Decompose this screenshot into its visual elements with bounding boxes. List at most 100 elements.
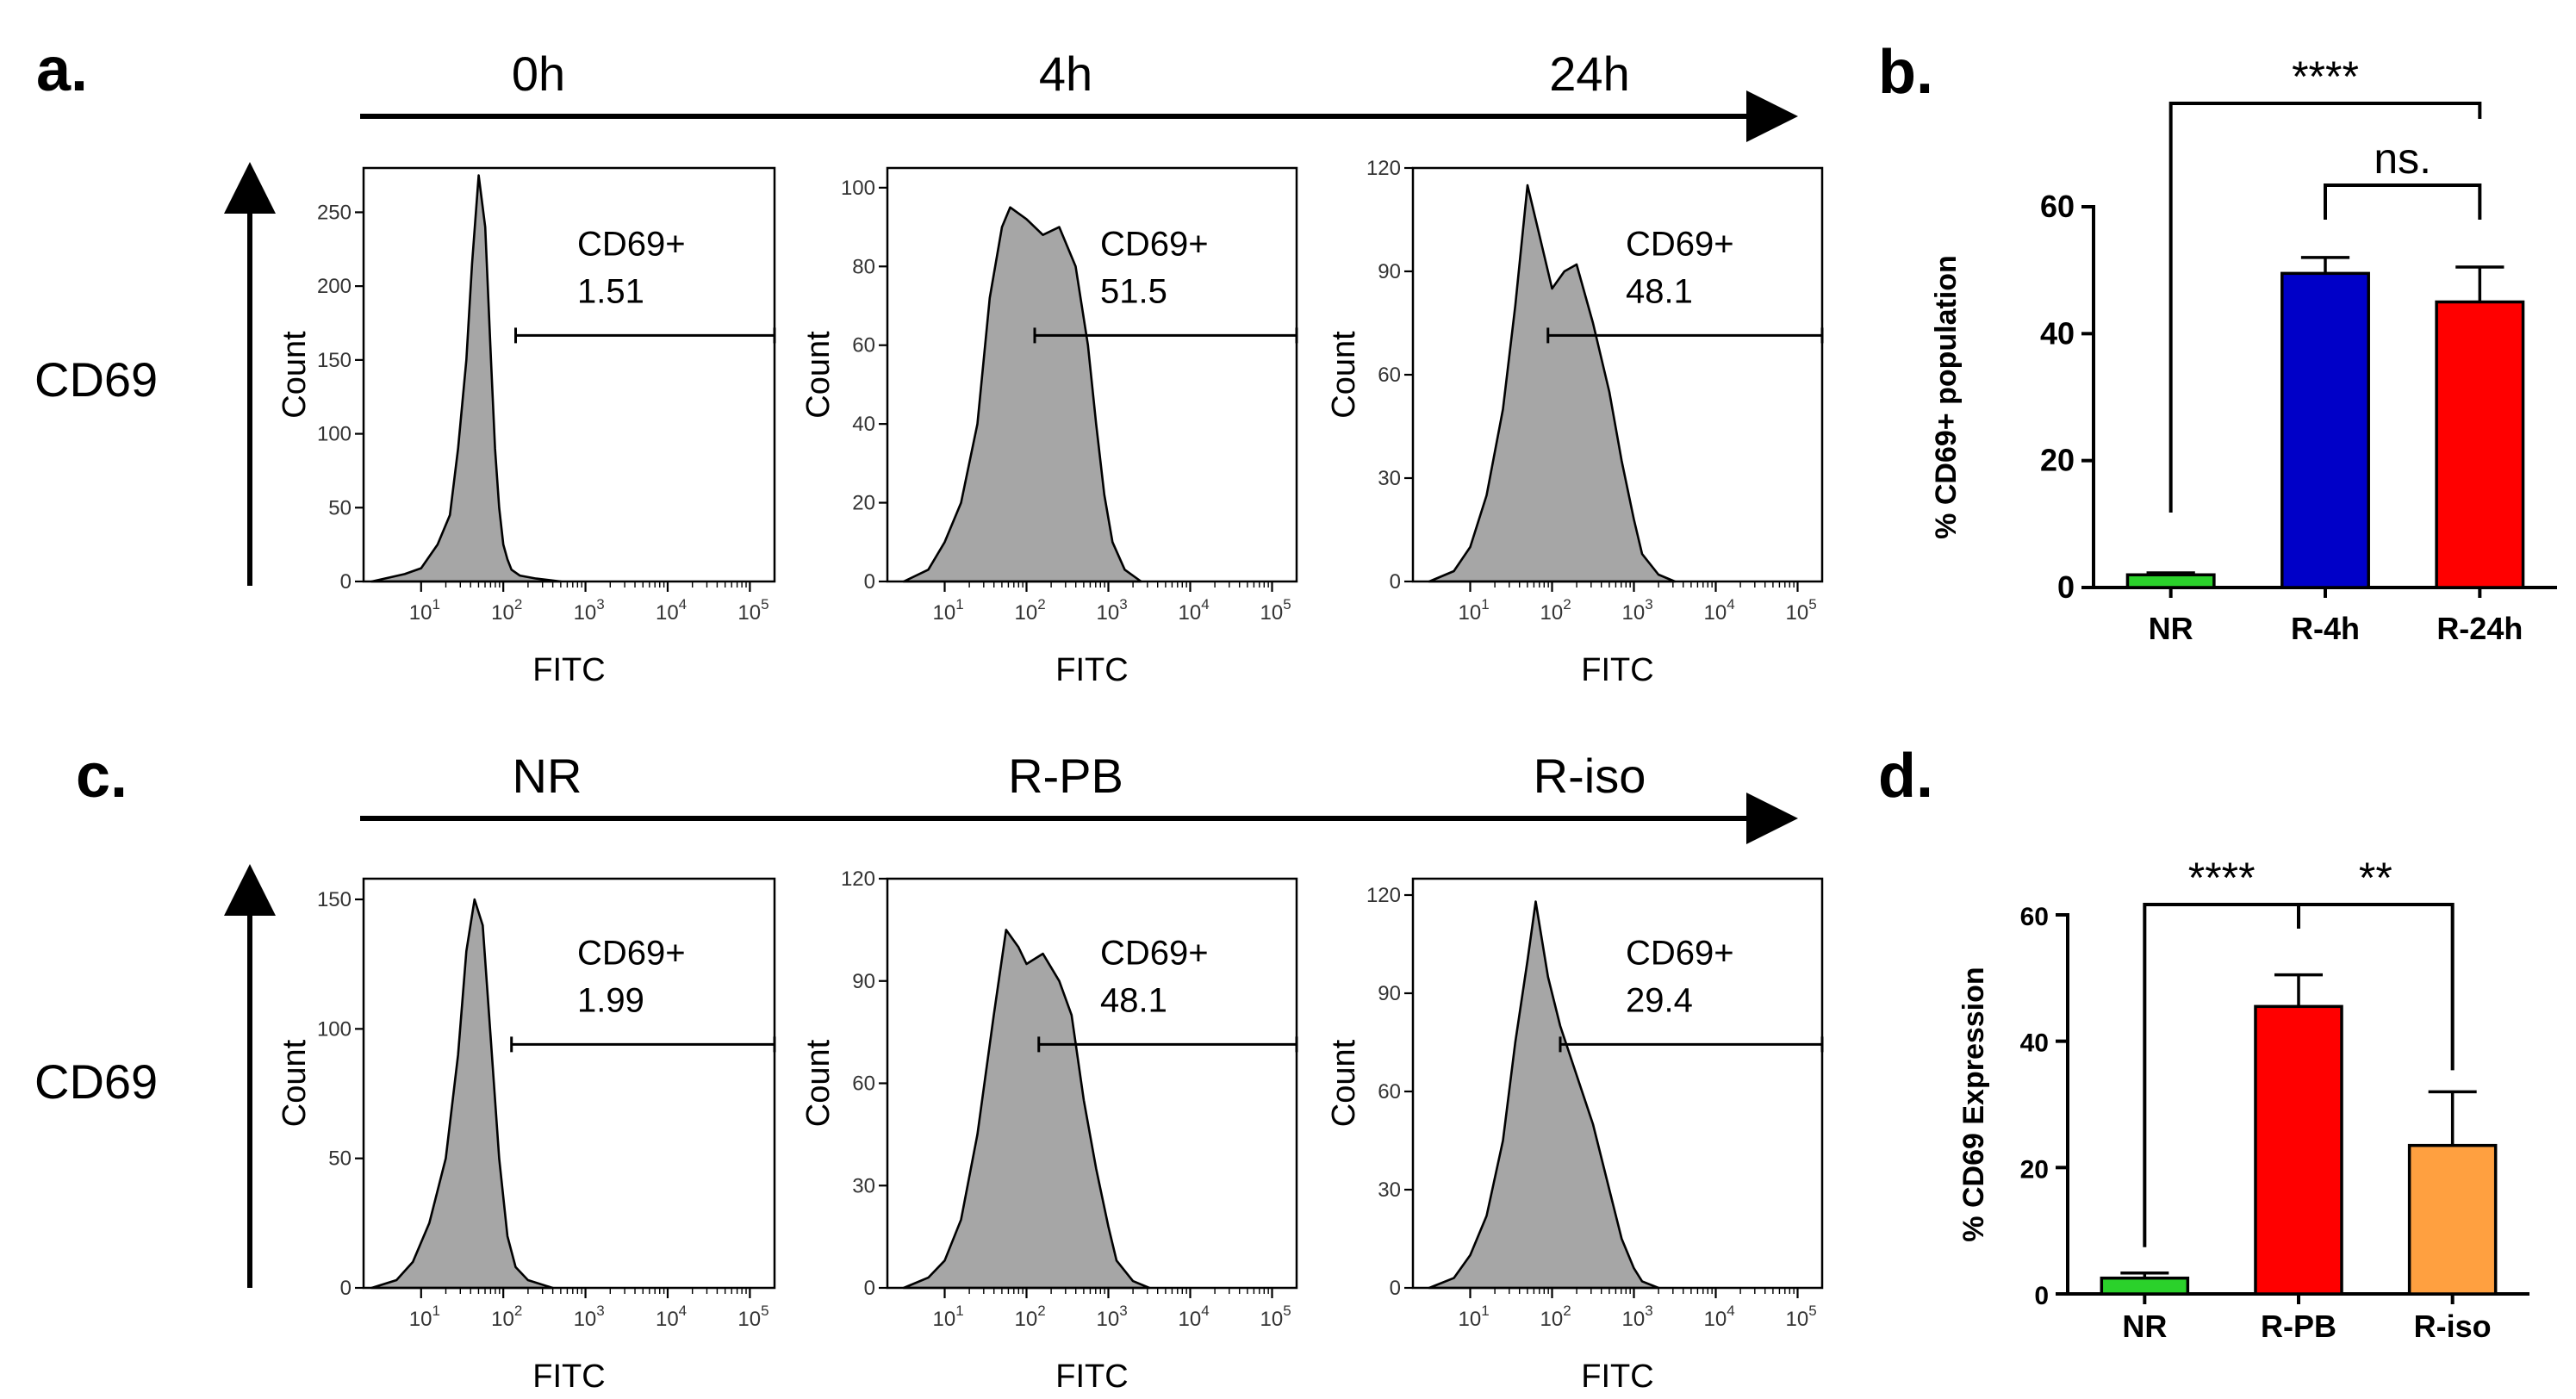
x-tick-exponent: 4	[679, 1303, 687, 1319]
x-tick-label: 103	[574, 596, 605, 625]
x-tick-exponent: 1	[432, 1303, 439, 1319]
y-tick-label: 0	[2034, 1282, 2049, 1310]
x-tick-label: 101	[1459, 596, 1490, 625]
y-axis-label: Count	[800, 331, 837, 419]
x-tick-label: 102	[1015, 596, 1046, 625]
y-tick-label: 40	[2040, 315, 2075, 351]
x-tick-label: 102	[491, 596, 522, 625]
y-tick-label: 90	[1378, 982, 1401, 1005]
plot-frame	[362, 166, 776, 583]
histogram-plot: 0 50 100 150 200 250 101 102 103 104 105 FITC Count C…	[277, 166, 776, 688]
timepoint-label: 0h	[512, 47, 565, 101]
plot-frame	[886, 166, 1298, 583]
panel-letter: b.	[1878, 38, 1933, 107]
significance-bracket	[2168, 102, 2482, 513]
marker-label: CD69	[34, 1054, 158, 1109]
plot-frame	[362, 877, 776, 1290]
bar	[2280, 271, 2370, 589]
x-tick-exponent: 5	[1808, 596, 1816, 612]
y-axis-label: Count	[1326, 331, 1362, 419]
x-tick-exponent: 3	[1119, 1303, 1127, 1319]
y-tick-label: 40	[2020, 1029, 2049, 1058]
gate-label: CD69+	[577, 934, 686, 972]
histogram-area	[902, 929, 1151, 1290]
x-tick-label: 105	[737, 1303, 768, 1331]
y-tick-label: 90	[1378, 260, 1401, 283]
category-label: R-PB	[2261, 1309, 2336, 1344]
significance-label: ****	[2292, 53, 2359, 101]
y-tick-label: 30	[1378, 1178, 1401, 1202]
timepoint-label: 4h	[1039, 47, 1092, 101]
x-tick-exponent: 2	[514, 1303, 522, 1319]
x-axis-label: FITC	[532, 1359, 605, 1395]
histogram-area	[1428, 900, 1660, 1290]
x-tick-exponent: 1	[1481, 1303, 1489, 1319]
x-tick-exponent: 4	[679, 596, 687, 612]
y-tick-label: 20	[2040, 443, 2075, 478]
y-tick-label: 60	[852, 1073, 875, 1096]
y-tick-label: 60	[1378, 1080, 1401, 1104]
histogram-plot: 0 20 40 60 80 100 101 102 103 104 105 FITC Count CD69…	[800, 166, 1298, 688]
x-tick-exponent: 3	[1119, 596, 1127, 612]
gate-value: 51.5	[1100, 272, 1167, 310]
x-tick-exponent: 2	[1037, 1303, 1045, 1319]
x-tick-exponent: 5	[1283, 596, 1291, 612]
x-tick-exponent: 2	[1037, 596, 1045, 612]
histogram-plot: 0 30 60 90 120 101 102 103 104 105 FITC Count CD69+ 4…	[800, 867, 1298, 1395]
bar	[2407, 1143, 2498, 1296]
x-axis-label: FITC	[1055, 1359, 1128, 1395]
bar	[2125, 573, 2216, 589]
y-tick-label: 80	[852, 255, 875, 278]
x-tick-label: 103	[1622, 1303, 1653, 1331]
y-tick-label: 0	[340, 570, 352, 594]
plot-frame	[1411, 877, 1824, 1290]
y-tick-label: 0	[340, 1277, 352, 1300]
x-tick-label: 101	[933, 1303, 964, 1331]
gate-label: CD69+	[1626, 934, 1734, 972]
y-axis-label: % CD69 Expression	[1957, 967, 1990, 1241]
y-tick-label: 50	[328, 1147, 352, 1171]
category-label: NR	[2122, 1309, 2167, 1344]
significance-label: ****	[2188, 854, 2256, 902]
x-tick-exponent: 4	[1201, 596, 1209, 612]
panel-letter: c.	[76, 742, 128, 811]
x-tick-exponent: 5	[761, 1303, 768, 1319]
y-tick-label: 0	[864, 570, 875, 594]
histogram-plot: 0 30 60 90 120 101 102 103 104 105 FITC Count CD69+ 2…	[1326, 877, 1824, 1395]
x-tick-label: 102	[491, 1303, 522, 1331]
x-tick-label: 101	[933, 596, 964, 625]
x-tick-label: 104	[656, 1303, 687, 1331]
x-tick-label: 102	[1015, 1303, 1046, 1331]
x-tick-label: 103	[574, 1303, 605, 1331]
x-tick-label: 104	[1179, 596, 1210, 625]
timepoint-label: 24h	[1549, 47, 1629, 101]
y-tick-label: 100	[841, 177, 875, 200]
y-tick-label: 30	[1378, 467, 1401, 490]
gate-label: CD69+	[577, 225, 686, 263]
histogram-area	[370, 898, 554, 1290]
x-tick-exponent: 2	[1563, 1303, 1571, 1319]
x-tick-exponent: 1	[955, 1303, 963, 1319]
y-tick-label: 120	[1366, 884, 1401, 907]
category-label: R-24h	[2436, 611, 2523, 646]
x-axis-label: FITC	[532, 652, 605, 688]
x-tick-label: 105	[1260, 596, 1291, 625]
y-tick-label: 60	[2020, 903, 2049, 931]
gate-value: 29.4	[1626, 981, 1693, 1019]
x-tick-exponent: 1	[955, 596, 963, 612]
y-tick-label: 120	[1366, 157, 1401, 180]
x-tick-label: 104	[1704, 1303, 1735, 1331]
gate-value: 1.99	[577, 981, 644, 1019]
x-tick-label: 101	[409, 1303, 440, 1331]
x-tick-label: 104	[1179, 1303, 1210, 1331]
y-tick-label: 120	[841, 867, 875, 891]
x-tick-exponent: 4	[1727, 596, 1734, 612]
x-tick-exponent: 1	[1481, 596, 1489, 612]
y-tick-label: 60	[2040, 189, 2075, 224]
x-tick-label: 105	[737, 596, 768, 625]
x-tick-exponent: 2	[1563, 596, 1571, 612]
y-tick-label: 0	[1390, 570, 1401, 594]
